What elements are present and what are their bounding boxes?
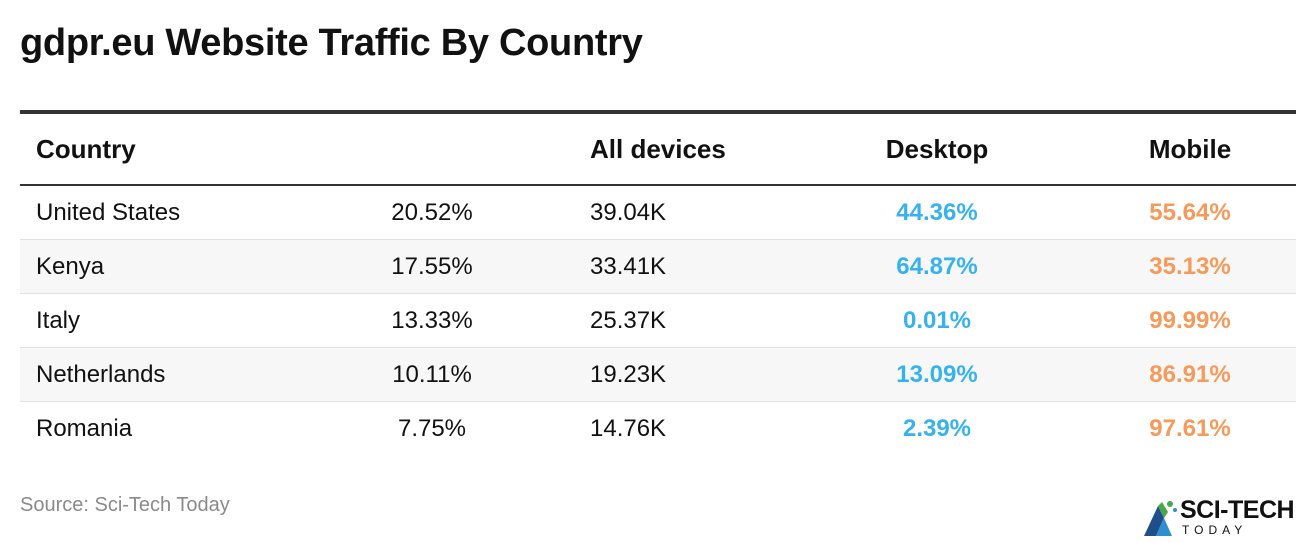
row-share: 13.33%: [391, 306, 473, 334]
header-desktop: Desktop: [885, 133, 989, 164]
row-all-devices: 25.37K: [590, 306, 667, 334]
row-country: Netherlands: [36, 360, 166, 388]
row-mobile: 97.61%: [1149, 414, 1231, 442]
row-desktop: 2.39%: [902, 414, 972, 442]
row-share: 17.55%: [391, 252, 473, 280]
row-desktop: 13.09%: [896, 360, 978, 388]
header-share: [362, 114, 502, 184]
row-country: Italy: [36, 306, 81, 334]
row-desktop: 0.01%: [902, 306, 972, 334]
row-all-devices: 39.04K: [590, 198, 667, 226]
table-row: Italy 13.33% 25.37K 0.01% 99.99%: [20, 294, 1296, 348]
row-all-devices: 33.41K: [590, 252, 667, 280]
row-all-devices: 14.76K: [590, 414, 667, 442]
logo-mark-icon: [1144, 501, 1177, 536]
row-desktop: 44.36%: [896, 198, 978, 226]
row-all-devices: 19.23K: [590, 360, 667, 388]
header-country: Country: [36, 133, 136, 164]
sci-tech-logo: SCI-TECH TODAY: [1142, 496, 1314, 538]
row-share: 20.52%: [391, 198, 473, 226]
page-title: gdpr.eu Website Traffic By Country: [20, 22, 643, 64]
traffic-table: Country All devices Desktop Mobile Unite…: [20, 110, 1296, 455]
row-share: 7.75%: [397, 414, 467, 442]
row-share: 10.11%: [392, 360, 472, 388]
header-all-devices: All devices: [590, 133, 726, 164]
logo-text-secondary: TODAY: [1182, 523, 1248, 537]
source-note: Source: Sci-Tech Today: [20, 494, 230, 516]
row-mobile: 35.13%: [1149, 252, 1231, 280]
row-mobile: 55.64%: [1149, 198, 1231, 226]
table-row: United States 20.52% 39.04K 44.36% 55.64…: [20, 186, 1296, 240]
row-mobile: 99.99%: [1149, 306, 1231, 334]
row-country: Kenya: [36, 252, 105, 280]
table-row: Netherlands 10.11% 19.23K 13.09% 86.91%: [20, 348, 1296, 402]
table-row: Kenya 17.55% 33.41K 64.87% 35.13%: [20, 240, 1296, 294]
table-row: Romania 7.75% 14.76K 2.39% 97.61%: [20, 402, 1296, 455]
row-mobile: 86.91%: [1149, 360, 1231, 388]
row-country: United States: [36, 198, 181, 226]
table-header-row: Country All devices Desktop Mobile: [20, 114, 1296, 186]
logo-text-primary: SCI-TECH: [1180, 496, 1295, 524]
row-country: Romania: [36, 414, 133, 442]
row-desktop: 64.87%: [896, 252, 978, 280]
header-mobile: Mobile: [1148, 133, 1232, 164]
